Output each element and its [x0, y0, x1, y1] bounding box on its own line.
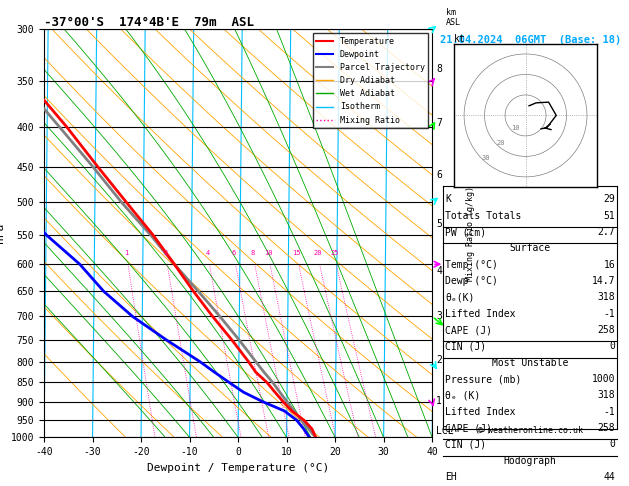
Text: 258: 258	[598, 325, 615, 335]
Text: 258: 258	[598, 423, 615, 433]
Text: Surface: Surface	[509, 243, 551, 254]
Text: EH: EH	[445, 472, 457, 482]
Text: 1: 1	[437, 396, 442, 406]
Text: Temp (°C): Temp (°C)	[445, 260, 498, 270]
Text: 25: 25	[330, 250, 338, 256]
Text: K: K	[445, 194, 451, 205]
Text: CIN (J): CIN (J)	[445, 439, 486, 450]
Text: 10: 10	[264, 250, 272, 256]
Text: 318: 318	[598, 293, 615, 302]
Text: PW (cm): PW (cm)	[445, 227, 486, 237]
Text: Lifted Index: Lifted Index	[445, 309, 516, 319]
Text: 15: 15	[292, 250, 301, 256]
Text: kt: kt	[454, 34, 465, 44]
Text: Totals Totals: Totals Totals	[445, 211, 521, 221]
Text: © weatheronline.co.uk: © weatheronline.co.uk	[478, 426, 583, 435]
Text: 4: 4	[437, 266, 442, 277]
Legend: Temperature, Dewpoint, Parcel Trajectory, Dry Adiabat, Wet Adiabat, Isotherm, Mi: Temperature, Dewpoint, Parcel Trajectory…	[313, 34, 428, 128]
Text: -1: -1	[604, 407, 615, 417]
Text: 20: 20	[496, 140, 504, 146]
Text: 10: 10	[511, 125, 520, 131]
Text: 0: 0	[610, 439, 615, 450]
Text: -1: -1	[604, 309, 615, 319]
X-axis label: Dewpoint / Temperature (°C): Dewpoint / Temperature (°C)	[147, 463, 329, 473]
Text: 2: 2	[437, 355, 442, 364]
Text: 4: 4	[206, 250, 210, 256]
Text: km
ASL: km ASL	[446, 8, 460, 27]
Text: CAPE (J): CAPE (J)	[445, 423, 493, 433]
Text: 1000: 1000	[592, 374, 615, 384]
Text: 5: 5	[437, 219, 442, 229]
Text: 3: 3	[437, 312, 442, 321]
Text: Lifted Index: Lifted Index	[445, 407, 516, 417]
Text: 29: 29	[604, 194, 615, 205]
Text: 6: 6	[437, 170, 442, 180]
Text: LCL: LCL	[437, 426, 454, 435]
Text: Most Unstable: Most Unstable	[492, 358, 569, 368]
Text: CIN (J): CIN (J)	[445, 342, 486, 351]
Text: 8: 8	[437, 64, 442, 73]
Text: 0: 0	[610, 342, 615, 351]
Text: 30: 30	[481, 155, 490, 161]
Text: Dewp (°C): Dewp (°C)	[445, 276, 498, 286]
Text: 8: 8	[251, 250, 255, 256]
Text: Pressure (mb): Pressure (mb)	[445, 374, 521, 384]
Text: 51: 51	[604, 211, 615, 221]
Text: 2: 2	[164, 250, 168, 256]
Text: CAPE (J): CAPE (J)	[445, 325, 493, 335]
Text: 7: 7	[437, 118, 442, 128]
Text: θₑ(K): θₑ(K)	[445, 293, 475, 302]
Text: -37°00'S  174°4B'E  79m  ASL: -37°00'S 174°4B'E 79m ASL	[44, 16, 254, 29]
Text: Hodograph: Hodograph	[504, 456, 557, 466]
Text: 16: 16	[604, 260, 615, 270]
Text: 44: 44	[604, 472, 615, 482]
Text: 20: 20	[313, 250, 322, 256]
Text: θₑ (K): θₑ (K)	[445, 390, 481, 400]
Text: 2.7: 2.7	[598, 227, 615, 237]
Y-axis label: hPa: hPa	[0, 223, 5, 243]
Text: 21.04.2024  06GMT  (Base: 18): 21.04.2024 06GMT (Base: 18)	[440, 35, 621, 45]
Text: Mixing Ratio (g/kg): Mixing Ratio (g/kg)	[467, 186, 476, 281]
Text: 318: 318	[598, 390, 615, 400]
Text: 1: 1	[125, 250, 129, 256]
Text: 14.7: 14.7	[592, 276, 615, 286]
Text: 6: 6	[232, 250, 236, 256]
